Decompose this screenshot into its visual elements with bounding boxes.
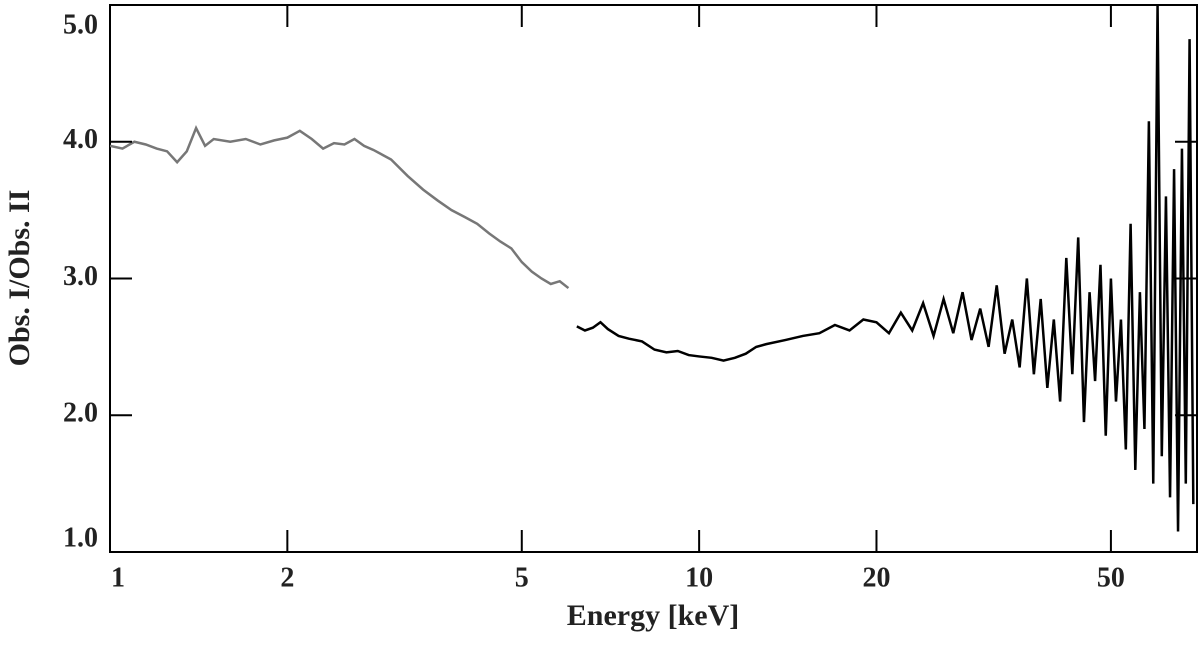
plot-frame xyxy=(109,4,1198,553)
x-tick-label: 1 xyxy=(111,562,125,593)
x-tick-label: 50 xyxy=(1097,562,1125,593)
y-tick-label: 5.0 xyxy=(63,9,98,40)
y-axis-title: Obs. I/Obs. II xyxy=(3,190,36,367)
y-tick-label: 2.0 xyxy=(63,398,98,429)
data-line xyxy=(576,5,1195,532)
plot-area xyxy=(110,5,1195,532)
y-tick-label: 4.0 xyxy=(63,124,98,155)
y-tick-label: 1.0 xyxy=(63,522,98,553)
x-tick-label: 5 xyxy=(515,562,529,593)
x-tick-label: 10 xyxy=(685,562,713,593)
y-tick-label: 3.0 xyxy=(63,261,98,292)
x-axis-title: Energy [keV] xyxy=(567,599,739,632)
x-tick-label: 20 xyxy=(862,562,890,593)
data-line xyxy=(110,125,570,290)
x-tick-label: 2 xyxy=(280,562,294,593)
